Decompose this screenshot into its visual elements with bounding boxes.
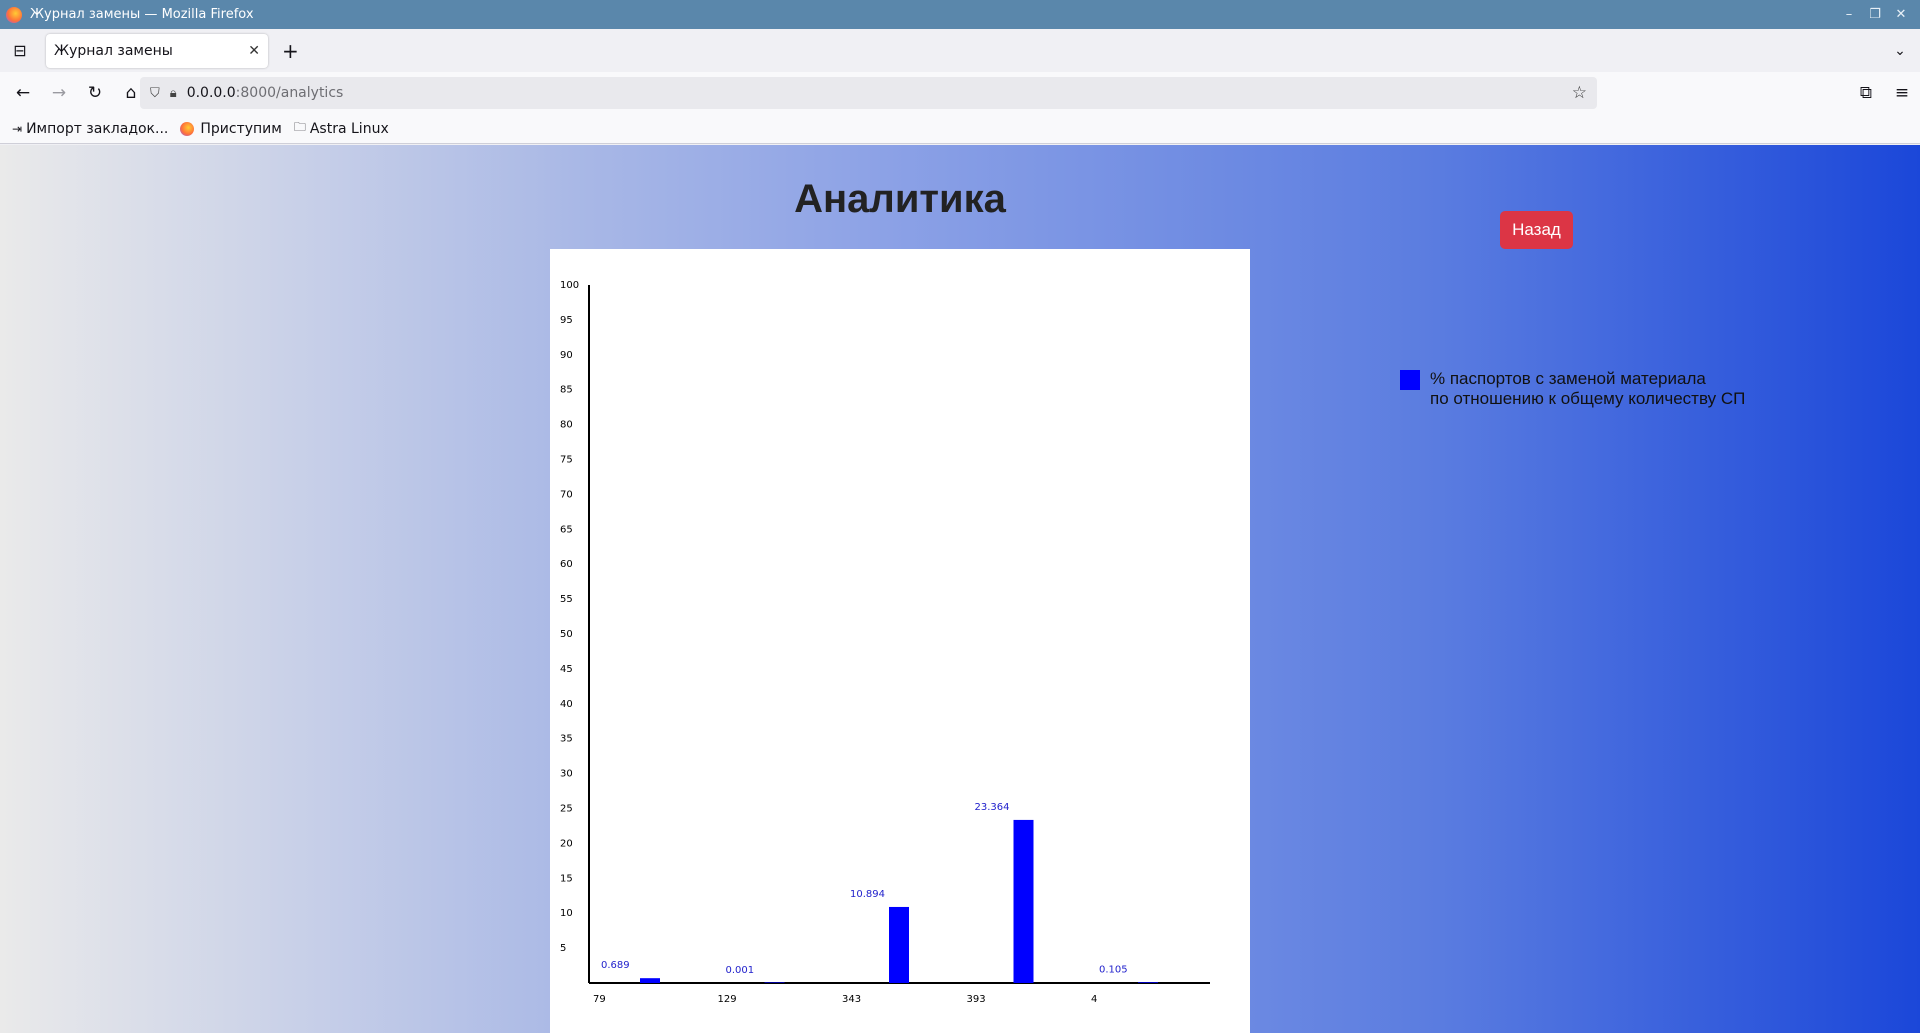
back-button[interactable]: ← bbox=[15, 83, 31, 103]
y-tick-label: 65 bbox=[560, 524, 573, 535]
y-tick-label: 10 bbox=[560, 908, 573, 919]
y-tick-label: 5 bbox=[560, 943, 566, 954]
bookmark-pristupim[interactable]: Приступим bbox=[180, 120, 282, 137]
y-tick-label: 70 bbox=[560, 489, 573, 500]
home-button[interactable]: ⌂ bbox=[125, 83, 137, 103]
list-all-tabs-icon[interactable]: ⊟ bbox=[13, 41, 27, 60]
restore-button[interactable]: ❐ bbox=[1869, 7, 1881, 22]
import-icon: ⇥ bbox=[12, 121, 23, 136]
navigation-toolbar: ← → ↻ ⌂ ⛉ 🔒︎ 0.0.0.0:8000/analytics ☆ ⧉ … bbox=[0, 72, 1920, 114]
y-tick-label: 85 bbox=[560, 385, 573, 396]
chart-bar bbox=[1013, 819, 1034, 983]
forward-button[interactable]: → bbox=[51, 83, 67, 103]
url-path: :8000/analytics bbox=[235, 85, 344, 101]
minimize-button[interactable]: – bbox=[1845, 7, 1853, 22]
y-tick-label: 20 bbox=[560, 838, 573, 849]
chart-bar bbox=[640, 978, 660, 983]
tab-zhurnal-zameny[interactable]: Журнал замены ✕ bbox=[46, 33, 268, 68]
tracking-protection-shield-icon[interactable]: ⛉ bbox=[150, 85, 160, 101]
y-tick-label: 80 bbox=[560, 420, 573, 431]
bookmark-label: Приступим bbox=[200, 120, 282, 137]
toolbar-right: ⧉ ≡ bbox=[1848, 72, 1920, 114]
bookmark-label: Импорт закладок... bbox=[26, 120, 169, 137]
url-host: 0.0.0.0 bbox=[186, 85, 236, 101]
connection-lock-icon[interactable]: 🔒︎ bbox=[169, 85, 177, 101]
bookmark-label: Astra Linux bbox=[309, 120, 389, 137]
window-titlebar: Журнал замены — Mozilla Firefox – ❐ ✕ bbox=[0, 0, 1920, 29]
firefox-icon bbox=[6, 6, 22, 23]
address-bar[interactable]: ⛉ 🔒︎ 0.0.0.0:8000/analytics ☆ bbox=[140, 77, 1597, 109]
folder-icon: 🗀 bbox=[293, 120, 306, 134]
y-tick-label: 30 bbox=[560, 769, 573, 780]
y-tick-label: 35 bbox=[560, 734, 573, 745]
x-tick-label: 79 bbox=[593, 994, 606, 1005]
chart-legend: % паспортов с заменой материала по отнош… bbox=[1400, 369, 1745, 409]
tab-overflow-chevron-icon[interactable]: ⌄ bbox=[1894, 42, 1906, 59]
legend-text: % паспортов с заменой материала по отнош… bbox=[1430, 369, 1745, 409]
y-tick-label: 45 bbox=[560, 664, 573, 675]
bar-value-label: 10.894 bbox=[850, 889, 885, 900]
back-nav-button[interactable]: Назад bbox=[1500, 211, 1573, 249]
y-tick-label: 60 bbox=[560, 559, 573, 570]
y-tick-label: 75 bbox=[560, 455, 573, 466]
bar-value-label: 23.364 bbox=[975, 802, 1010, 813]
page-title: Аналитика bbox=[794, 177, 1006, 221]
bar-value-label: 0.105 bbox=[1099, 964, 1128, 975]
y-tick-label: 15 bbox=[560, 873, 573, 884]
bar-value-label: 0.689 bbox=[601, 960, 630, 971]
bar-value-label: 0.001 bbox=[726, 965, 755, 976]
bar-chart-panel: 5 10 15 20 25 30 35 40 45 50 55 60 65 70 75 80 85 90 95 100… bbox=[550, 249, 1250, 1033]
bookmark-star-icon[interactable]: ☆ bbox=[1571, 83, 1587, 103]
x-tick-label: 343 bbox=[842, 994, 861, 1005]
bookmark-astra-linux[interactable]: 🗀 Astra Linux bbox=[294, 118, 389, 139]
reload-button[interactable]: ↻ bbox=[87, 83, 103, 103]
firefox-icon bbox=[180, 121, 195, 136]
chart-bar bbox=[1138, 982, 1158, 983]
legend-line-2: по отношению к общему количеству СП bbox=[1430, 389, 1746, 408]
bar-chart: 5 10 15 20 25 30 35 40 45 50 55 60 65 70 75 80 85 90 95 100… bbox=[560, 280, 1210, 1005]
new-tab-button[interactable]: + bbox=[282, 38, 299, 63]
y-tick-label: 25 bbox=[560, 804, 573, 815]
x-tick-label: 393 bbox=[967, 994, 986, 1005]
y-tick-label: 95 bbox=[560, 315, 573, 326]
y-tick-label: 50 bbox=[560, 629, 573, 640]
tab-close-icon[interactable]: ✕ bbox=[248, 42, 260, 59]
bookmark-import[interactable]: ⇥ Импорт закладок... bbox=[12, 121, 168, 137]
close-window-button[interactable]: ✕ bbox=[1895, 7, 1907, 22]
legend-line-1: % паспортов с заменой материала bbox=[1430, 369, 1706, 388]
y-tick-label: 100 bbox=[560, 280, 579, 291]
x-tick-label: 4 bbox=[1091, 994, 1097, 1005]
tab-label: Журнал замены bbox=[54, 42, 173, 59]
page-content: Аналитика Назад 5 10 15 20 25 30 35 40 45 50 55 60 6… bbox=[0, 145, 1920, 1033]
y-tick-label: 55 bbox=[560, 594, 573, 605]
bookmarks-toolbar: ⇥ Импорт закладок... Приступим 🗀 Astra L… bbox=[0, 114, 1920, 144]
y-tick-label: 40 bbox=[560, 699, 573, 710]
y-tick-label: 90 bbox=[560, 350, 573, 361]
window-title: Журнал замены — Mozilla Firefox bbox=[30, 7, 254, 22]
x-tick-label: 129 bbox=[718, 994, 737, 1005]
legend-swatch bbox=[1400, 370, 1420, 390]
extensions-icon[interactable]: ⧉ bbox=[1859, 83, 1873, 103]
tab-strip: ⊟ Журнал замены ✕ + ⌄ bbox=[0, 29, 1920, 72]
chart-bar bbox=[764, 982, 785, 983]
app-menu-icon[interactable]: ≡ bbox=[1894, 83, 1910, 103]
chart-bar bbox=[889, 906, 909, 983]
